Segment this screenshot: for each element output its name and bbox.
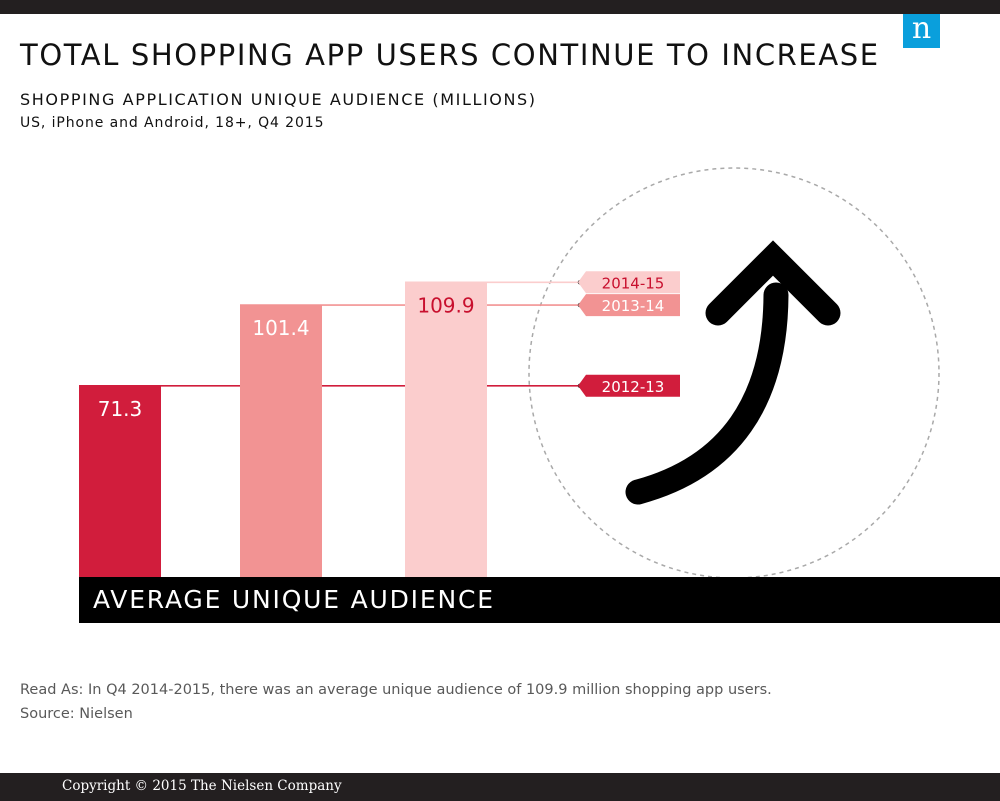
footer-bar: Copyright © 2015 The Nielsen Company [0, 773, 1000, 801]
bar-chart: 71.3 2012-13 101.4 2013-14 109.9 2014-15 [79, 167, 940, 579]
data-label-2012-13: 71.3 [98, 397, 143, 421]
up-arrow-icon [625, 240, 841, 505]
bar-2014-15 [405, 282, 487, 577]
bar-2012-13 [79, 385, 161, 577]
data-label-2014-15: 109.9 [417, 293, 474, 317]
legend-label-2012-13: 2012-13 [602, 378, 665, 396]
nielsen-logo: n [903, 14, 940, 48]
x-axis-band: AVERAGE UNIQUE AUDIENCE [79, 577, 1000, 623]
dashed-circle-decoration [528, 167, 940, 579]
copyright-text: Copyright © 2015 The Nielsen Company [62, 778, 342, 794]
x-axis-label: AVERAGE UNIQUE AUDIENCE [93, 585, 495, 614]
top-bar [0, 0, 1000, 14]
source-note: Source: Nielsen [20, 706, 133, 722]
legend-label-2013-14: 2013-14 [602, 297, 665, 315]
page-title: TOTAL SHOPPING APP USERS CONTINUE TO INC… [20, 38, 880, 72]
legend-tag-2013-14 [578, 294, 680, 317]
read-as-note: Read As: In Q4 2014-2015, there was an a… [20, 682, 772, 698]
legend-tag-2012-13 [578, 374, 680, 397]
legend-label-2014-15: 2014-15 [602, 274, 665, 292]
bar-2013-14 [240, 305, 322, 577]
data-label-2013-14: 101.4 [252, 316, 309, 340]
chart-subtitle: SHOPPING APPLICATION UNIQUE AUDIENCE (MI… [20, 90, 537, 109]
chart-subnote: US, iPhone and Android, 18+, Q4 2015 [20, 115, 325, 131]
legend-tag-2014-15 [578, 271, 680, 294]
